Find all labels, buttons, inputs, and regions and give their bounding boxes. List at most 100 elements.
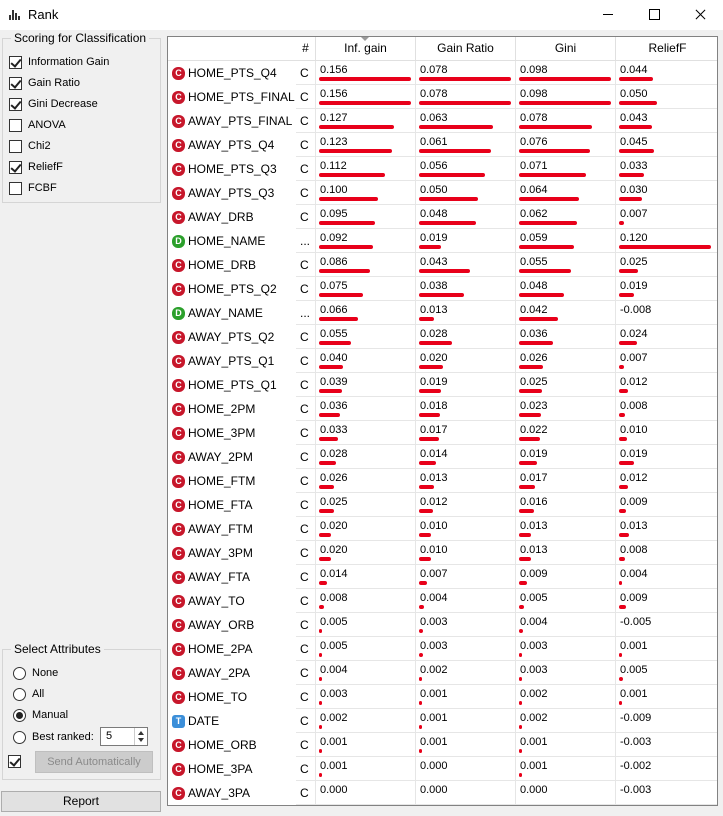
score-value: 0.003: [320, 688, 348, 700]
radio-icon[interactable]: [13, 730, 26, 744]
table-row[interactable]: C HOME_PTS_Q4 C 0.156 0.078 0.098 0.044: [168, 61, 717, 85]
header-gini[interactable]: Gini: [516, 37, 616, 61]
method-anova[interactable]: ANOVA: [9, 117, 66, 133]
header-gain-ratio[interactable]: Gain Ratio: [416, 37, 516, 61]
table-row[interactable]: C AWAY_PTS_Q2 C 0.055 0.028 0.036 0.024: [168, 325, 717, 349]
radio-all[interactable]: All: [13, 686, 44, 702]
table-row[interactable]: C HOME_3PA C 0.001 0.000 0.001 -0.002: [168, 757, 717, 781]
score-bar: [619, 677, 623, 681]
header-name[interactable]: [168, 37, 296, 61]
radio-icon[interactable]: [13, 687, 26, 701]
checkbox-icon[interactable]: [9, 139, 22, 153]
checkbox-icon[interactable]: [9, 97, 22, 111]
table-row[interactable]: C AWAY_ORB C 0.005 0.003 0.004 -0.005: [168, 613, 717, 637]
spin-down-icon[interactable]: [138, 738, 144, 742]
score-value: 0.043: [420, 256, 448, 268]
table-row[interactable]: C HOME_PTS_Q2 C 0.075 0.038 0.048 0.019: [168, 277, 717, 301]
score-bar: [419, 293, 464, 297]
score-bar: [519, 365, 543, 369]
table-row[interactable]: C HOME_DRB C 0.086 0.043 0.055 0.025: [168, 253, 717, 277]
attribute-cell: C HOME_PTS_Q3: [168, 157, 296, 181]
table-row[interactable]: C HOME_PTS_Q1 C 0.039 0.019 0.025 0.012: [168, 373, 717, 397]
score-cell: 0.000: [416, 781, 516, 805]
score-cell: 0.019: [516, 445, 616, 469]
radio-none[interactable]: None: [13, 665, 58, 681]
table-row[interactable]: C AWAY_PTS_FINAL C 0.127 0.063 0.078 0.043: [168, 109, 717, 133]
score-value: 0.019: [420, 376, 448, 388]
method-chi2[interactable]: Chi2: [9, 138, 51, 154]
checkbox-icon[interactable]: [9, 181, 22, 195]
checkbox-icon[interactable]: [9, 76, 22, 90]
table-row[interactable]: C HOME_PTS_FINAL C 0.156 0.078 0.098 0.050: [168, 85, 717, 109]
close-button[interactable]: [677, 0, 723, 30]
table-row[interactable]: C AWAY_FTA C 0.014 0.007 0.009 0.004: [168, 565, 717, 589]
radio-icon[interactable]: [13, 666, 26, 680]
attribute-name: HOME_3PA: [188, 762, 253, 776]
spin-up-icon[interactable]: [138, 731, 144, 735]
method-relieff[interactable]: ReliefF: [9, 159, 63, 175]
table-row[interactable]: C AWAY_PTS_Q1 C 0.040 0.020 0.026 0.007: [168, 349, 717, 373]
score-value: 0.064: [520, 184, 548, 196]
table-row[interactable]: D HOME_NAME... 0.092 0.019 0.059 0.120: [168, 229, 717, 253]
table-row[interactable]: C AWAY_3PM C 0.020 0.010 0.013 0.008: [168, 541, 717, 565]
checkbox-icon[interactable]: [9, 160, 22, 174]
table-row[interactable]: D AWAY_NAME... 0.066 0.013 0.042 -0.008: [168, 301, 717, 325]
score-bar: [419, 725, 422, 729]
table-row[interactable]: C AWAY_DRB C 0.095 0.048 0.062 0.007: [168, 205, 717, 229]
method-gain-ratio[interactable]: Gain Ratio: [9, 75, 80, 91]
minimize-button[interactable]: [585, 0, 631, 30]
table-row[interactable]: C HOME_ORB C 0.001 0.001 0.001 -0.003: [168, 733, 717, 757]
score-cell: 0.042: [516, 301, 616, 325]
score-value: 0.078: [420, 64, 448, 76]
method-fcbf[interactable]: FCBF: [9, 180, 57, 196]
ranking-table[interactable]: # Inf. gain Gain Ratio Gini ReliefF C HOM…: [167, 36, 718, 806]
table-row[interactable]: C AWAY_TO C 0.008 0.004 0.005 0.009: [168, 589, 717, 613]
score-cell: 0.026: [516, 349, 616, 373]
best-ranked-spinbox[interactable]: 5: [100, 727, 148, 746]
radio-best-ranked[interactable]: Best ranked:: [13, 729, 94, 745]
method-information-gain[interactable]: Information Gain: [9, 54, 109, 70]
table-row[interactable]: C HOME_2PM C 0.036 0.018 0.023 0.008: [168, 397, 717, 421]
table-row[interactable]: C HOME_FTM C 0.026 0.013 0.017 0.012: [168, 469, 717, 493]
table-row[interactable]: C AWAY_PTS_Q3 C 0.100 0.050 0.064 0.030: [168, 181, 717, 205]
table-row[interactable]: C AWAY_2PM C 0.028 0.014 0.019 0.019: [168, 445, 717, 469]
variable-type-icon: C: [172, 379, 185, 392]
score-value: 0.120: [620, 232, 648, 244]
variable-type-icon: C: [172, 283, 185, 296]
method-gini-decrease[interactable]: Gini Decrease: [9, 96, 98, 112]
table-row[interactable]: C AWAY_PTS_Q4 C 0.123 0.061 0.076 0.045: [168, 133, 717, 157]
table-row[interactable]: C HOME_3PM C 0.033 0.017 0.022 0.010: [168, 421, 717, 445]
score-value: 0.078: [520, 112, 548, 124]
variable-type-icon: D: [172, 307, 185, 320]
score-cell: 0.036: [516, 325, 616, 349]
score-cell: 0.019: [416, 373, 516, 397]
score-value: 0.004: [320, 664, 348, 676]
table-row[interactable]: C AWAY_3PA C 0.000 0.000 0.000 -0.003: [168, 781, 717, 805]
header-inf-gain[interactable]: Inf. gain: [316, 37, 416, 61]
radio-icon[interactable]: [13, 708, 26, 722]
send-automatically-checkbox[interactable]: [8, 755, 21, 768]
spin-arrows[interactable]: [134, 728, 147, 745]
attribute-name: AWAY_ORB: [188, 618, 255, 632]
report-button[interactable]: Report: [1, 791, 161, 812]
table-row[interactable]: C HOME_TO C 0.003 0.001 0.002 0.001: [168, 685, 717, 709]
score-bar: [519, 773, 522, 777]
score-value: 0.003: [520, 640, 548, 652]
score-cell: 0.127: [316, 109, 416, 133]
score-value: 0.000: [420, 784, 448, 796]
table-row[interactable]: C HOME_FTA C 0.025 0.012 0.016 0.009: [168, 493, 717, 517]
header-type[interactable]: #: [296, 37, 316, 61]
table-row[interactable]: C HOME_2PA C 0.005 0.003 0.003 0.001: [168, 637, 717, 661]
table-row[interactable]: T DATE C 0.002 0.001 0.002 -0.009: [168, 709, 717, 733]
maximize-button[interactable]: [631, 0, 677, 30]
table-row[interactable]: C AWAY_2PA C 0.004 0.002 0.003 0.005: [168, 661, 717, 685]
table-row[interactable]: C HOME_PTS_Q3 C 0.112 0.056 0.071 0.033: [168, 157, 717, 181]
send-automatically-button[interactable]: Send Automatically: [35, 751, 153, 773]
radio-manual[interactable]: Manual: [13, 707, 68, 723]
header-relieff[interactable]: ReliefF: [616, 37, 717, 61]
checkbox-icon[interactable]: [9, 55, 22, 69]
select-attributes-title: Select Attributes: [11, 642, 104, 656]
table-row[interactable]: C AWAY_FTM C 0.020 0.010 0.013 0.013: [168, 517, 717, 541]
checkbox-icon[interactable]: [9, 118, 22, 132]
score-value: 0.001: [320, 760, 348, 772]
